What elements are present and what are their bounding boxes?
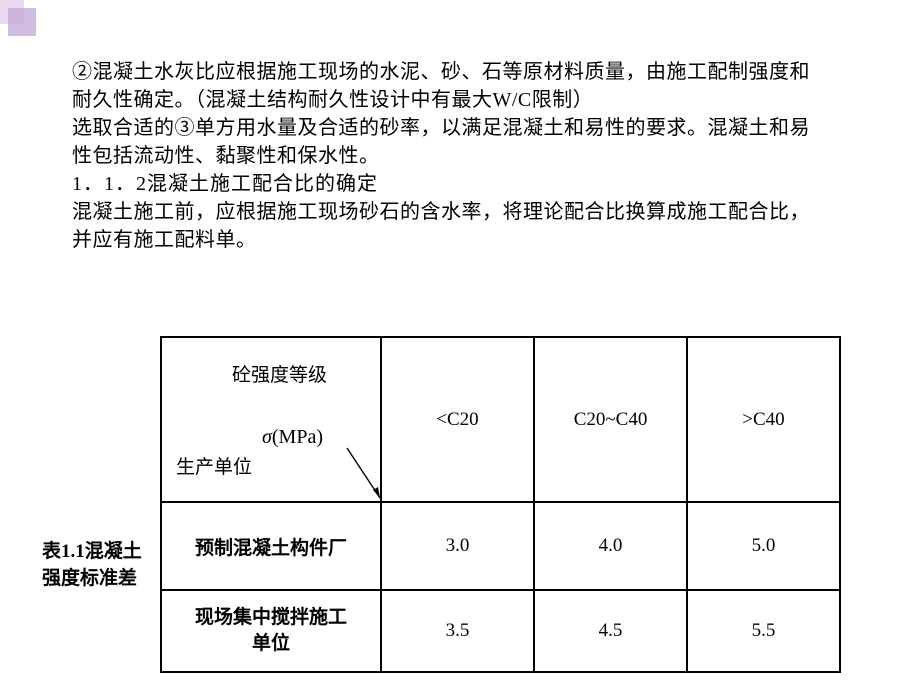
column-header-2: C20~C40 xyxy=(534,337,687,502)
table-row: 现场集中搅拌施工单位 3.5 4.5 5.5 xyxy=(161,590,840,672)
paragraph-3-line-2: 并应有施工配料单。 xyxy=(72,226,848,254)
table-row: 预制混凝土构件厂 3.0 4.0 5.0 xyxy=(161,502,840,590)
paragraph-2-line-2: 性包括流动性、黏聚性和保水性。 xyxy=(72,142,848,170)
corner-decoration xyxy=(0,0,45,45)
paragraph-3-line-1: 混凝土施工前，应根据施工现场砂石的含水率，将理论配合比换算成施工配合比， xyxy=(72,198,848,226)
diagonal-arrow-icon xyxy=(162,338,382,503)
column-header-1: <C20 xyxy=(381,337,534,502)
cell-r2-c3: 5.5 xyxy=(687,590,840,672)
row-label-2: 现场集中搅拌施工单位 xyxy=(161,590,381,672)
paragraph-2-line-1: 选取合适的③单方用水量及合适的砂率，以满足混凝土和易性的要求。混凝土和易 xyxy=(72,114,848,142)
cell-r1-c2: 4.0 xyxy=(534,502,687,590)
cell-r2-c2: 4.5 xyxy=(534,590,687,672)
column-header-3: >C40 xyxy=(687,337,840,502)
paragraph-1-line-2: 耐久性确定。（混凝土结构耐久性设计中有最大W/C限制） xyxy=(72,86,848,114)
table-title: 表1.1混凝土强度标准差 xyxy=(42,538,152,592)
cell-r1-c1: 3.0 xyxy=(381,502,534,590)
corner-square-dark xyxy=(8,8,36,36)
text-content: ②混凝土水灰比应根据施工现场的水泥、砂、石等原材料质量，由施工配制强度和 耐久性… xyxy=(0,0,920,254)
cell-r2-c1: 3.5 xyxy=(381,590,534,672)
section-heading: 1．1．2混凝土施工配合比的确定 xyxy=(72,170,848,198)
table-header-row: 砼强度等级 σ(MPa) 生产单位 <C20 C20~C40 >C40 xyxy=(161,337,840,502)
table-area: 表1.1混凝土强度标准差 砼强度等级 σ(MPa) 生产单位 <C20 C20~… xyxy=(0,336,920,673)
paragraph-1-line-1: ②混凝土水灰比应根据施工现场的水泥、砂、石等原材料质量，由施工配制强度和 xyxy=(72,58,848,86)
header-diagonal-cell: 砼强度等级 σ(MPa) 生产单位 xyxy=(161,337,381,502)
row-label-1: 预制混凝土构件厂 xyxy=(161,502,381,590)
cell-r1-c3: 5.0 xyxy=(687,502,840,590)
data-table: 砼强度等级 σ(MPa) 生产单位 <C20 C20~C40 >C40 预制混凝… xyxy=(160,336,841,673)
